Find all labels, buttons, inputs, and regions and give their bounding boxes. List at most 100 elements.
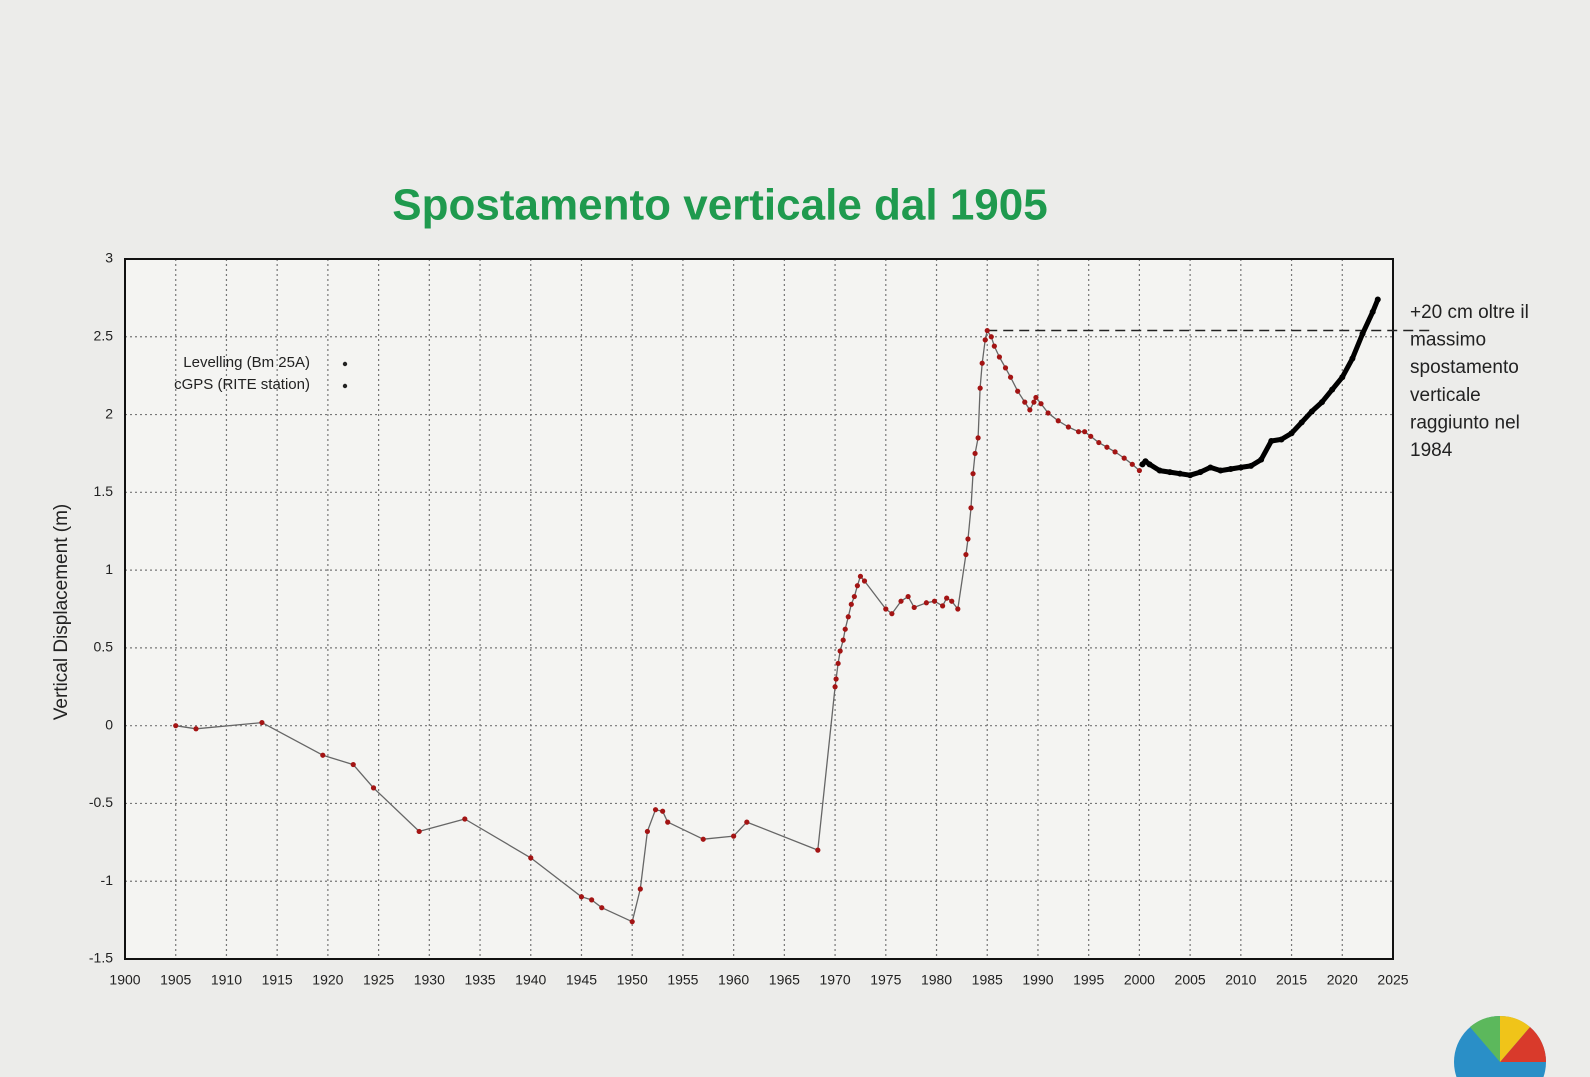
data-point [1247,462,1254,469]
data-point [1349,355,1356,362]
data-point [1258,456,1265,463]
legend-label: cGPS (RITE station) [174,376,310,393]
data-point [1278,436,1285,443]
x-tick-label: 1935 [464,972,495,988]
data-point [462,816,468,822]
annotation: verticale [1410,385,1481,406]
x-tick-label: 2005 [1175,972,1206,988]
data-point [1187,472,1194,479]
x-tick-label: 2025 [1377,972,1408,988]
data-point [963,551,969,558]
y-axis-label: Vertical Displacement (m) [51,504,72,720]
data-point [1112,449,1118,455]
data-point [1217,467,1224,474]
data-point [848,601,854,607]
x-tick-label: 1925 [363,972,394,988]
data-point [1027,407,1033,413]
data-point [1022,399,1028,405]
x-tick-label: 1915 [262,972,293,988]
data-point [1227,466,1234,472]
annotation: 1984 [1410,440,1453,461]
data-point [1002,365,1009,371]
data-point [968,505,974,511]
data-point [832,684,838,690]
data-point [905,593,911,600]
data-point [1197,469,1204,476]
data-point [193,726,199,732]
y-tick-label: 0.5 [94,639,114,655]
data-point [1207,464,1214,471]
annotation: spostamento [1410,357,1519,378]
data-point [854,583,860,589]
data-point [320,752,326,758]
data-point [1268,438,1275,444]
data-point [1369,308,1376,315]
data-point [350,761,356,768]
y-tick-label: 3 [105,250,113,266]
data-point [815,847,821,853]
data-point [931,598,938,604]
y-tick-label: 1.5 [94,483,114,499]
legend-marker [342,361,348,367]
data-point [660,808,666,814]
data-point [898,598,904,604]
y-tick-label: 2.5 [94,327,114,343]
x-tick-label: 1920 [312,972,343,988]
data-point [1121,455,1127,461]
x-tick-label: 1975 [870,972,901,988]
plot-frame [124,258,1394,960]
logo [1454,1015,1547,1077]
y-tick-label: 0 [105,716,113,732]
data-point [1298,419,1305,426]
data-point [889,611,895,617]
data-point [991,343,997,349]
data-point [835,660,841,667]
data-point [731,833,737,839]
data-point [578,894,585,900]
annotation: raggiunto nel [1410,412,1520,433]
data-point [911,604,917,611]
y-tick-label: -1 [101,872,114,888]
plot-area [125,259,1393,959]
data-point [528,855,534,861]
data-point [955,606,961,612]
x-tick-label: 1945 [566,972,597,988]
data-point [944,595,950,601]
data-point [1136,467,1142,474]
data-point [1055,418,1061,424]
x-tick-label: 1990 [1022,972,1053,988]
data-point [1129,461,1135,467]
x-tick-label: 1955 [667,972,698,988]
x-tick-label: 1965 [769,972,800,988]
data-point [644,828,651,835]
data-point [652,807,659,813]
data-point [949,598,955,604]
legend-marker [342,383,348,389]
data-point [1031,399,1037,405]
x-tick-label: 1980 [921,972,952,988]
x-tick-label: 1910 [211,972,242,988]
x-tick-label: 2010 [1225,972,1256,988]
data-point [665,819,671,825]
x-tick-label: 1985 [972,972,1003,988]
data-point [1082,429,1088,435]
data-point [1142,458,1149,465]
data-point [1015,388,1021,394]
data-point [370,785,377,791]
data-point [940,603,946,609]
data-point [996,354,1003,360]
data-point [988,334,994,340]
data-point [629,919,635,925]
data-point [923,600,929,606]
data-point [173,723,179,729]
x-tick-label: 2000 [1124,972,1155,988]
data-point [1007,374,1014,380]
data-point [1156,467,1163,474]
data-point [837,648,843,654]
data-point [1075,429,1082,435]
x-tick-label: 1950 [617,972,648,988]
data-point [589,897,595,903]
data-point [1339,374,1346,381]
